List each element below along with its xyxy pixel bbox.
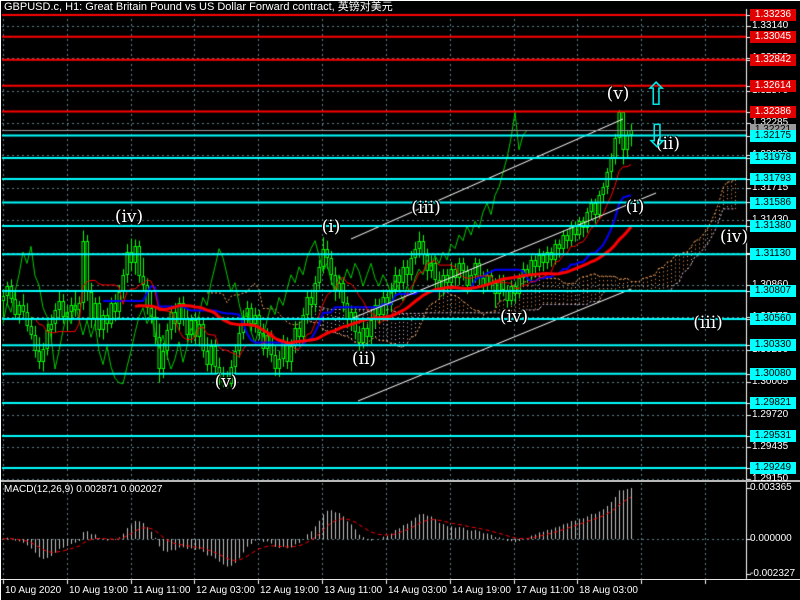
time-axis-label: 11 Aug 11:00	[133, 585, 191, 596]
price-grid-label: 1.30005	[752, 376, 789, 388]
time-axis-label: 13 Aug 11:00	[324, 585, 383, 596]
wave-label[interactable]: (i)	[625, 197, 645, 217]
wave-label[interactable]: (iii)	[411, 198, 441, 218]
macd-axis-label: -0.002327	[750, 568, 796, 580]
up-arrow[interactable]: ⇧	[642, 75, 670, 113]
resistance-level-label: 1.33045	[750, 30, 796, 43]
wave-label[interactable]: (v)	[214, 372, 238, 392]
time-axis-label: 12 Aug 03:00	[196, 585, 255, 596]
support-level-label: 1.31793	[750, 172, 796, 185]
time-axis-label: 10 Aug 2020	[5, 585, 62, 596]
support-level-label: 1.30330	[750, 339, 796, 352]
support-level-label: 1.31380	[750, 219, 796, 232]
macd-indicator-label: MACD(12,26,9) 0.002871 0.002027	[4, 484, 163, 495]
time-axis-label: 18 Aug 03:00	[579, 585, 638, 596]
support-level-label: 1.31130	[750, 248, 796, 261]
time-axis-separator	[1, 579, 800, 580]
support-level-label: 1.31586	[750, 196, 796, 209]
chart-title: GBPUSD.c, H1: Great Britain Pound vs US …	[4, 1, 393, 13]
support-level-label: 1.32175	[750, 129, 796, 142]
pane-separator[interactable]	[1, 480, 800, 482]
time-axis-label: 10 Aug 19:00	[69, 585, 128, 596]
wave-label[interactable]: (ii)	[351, 349, 377, 369]
price-grid-label: 1.31715	[752, 181, 789, 193]
wave-label[interactable]: (iii)	[693, 313, 723, 333]
time-axis-label: 17 Aug 11:00	[516, 585, 575, 596]
support-level-label: 1.29249	[750, 462, 796, 475]
time-axis-label: 14 Aug 19:00	[452, 585, 511, 596]
down-arrow[interactable]: ⇩	[643, 117, 671, 155]
price-grid-label: 1.31430	[750, 214, 798, 226]
resistance-level-label: 1.32386	[750, 105, 796, 118]
wave-label[interactable]: (i)	[321, 217, 341, 237]
wave-label[interactable]: (v)	[606, 84, 630, 104]
support-level-label: 1.30807	[750, 285, 796, 298]
resistance-level-label: 1.32614	[750, 79, 796, 92]
macd-axis-label: 0.003365	[750, 482, 792, 493]
wave-label[interactable]: (iv)	[114, 207, 144, 227]
wave-label[interactable]: (iv)	[719, 227, 749, 247]
price-grid-label: 1.32285	[752, 117, 789, 129]
resistance-level-label: 1.33236	[750, 9, 796, 21]
price-grid-label: 1.29150	[752, 473, 789, 485]
price-grid-label: 1.29435	[752, 440, 789, 452]
wave-label[interactable]: (ii)	[655, 134, 681, 154]
wave-label[interactable]: (iv)	[499, 307, 529, 327]
support-level-label: 1.31978	[750, 151, 796, 164]
support-level-label: 1.30560	[750, 313, 796, 326]
price-grid-label: 1.33140	[752, 19, 789, 31]
macd-axis-label: 0.000000	[750, 533, 792, 544]
support-level-label: 1.29531	[750, 430, 796, 443]
support-level-label: 1.29821	[750, 397, 796, 410]
time-axis-label: 14 Aug 03:00	[388, 585, 447, 596]
price-grid-label: 1.29720	[752, 408, 789, 420]
resistance-level-label: 1.32842	[750, 53, 796, 66]
support-level-label: 1.30080	[750, 367, 796, 380]
time-axis-label: 12 Aug 19:00	[260, 585, 319, 596]
price-grid-label: 1.30860	[750, 279, 798, 291]
